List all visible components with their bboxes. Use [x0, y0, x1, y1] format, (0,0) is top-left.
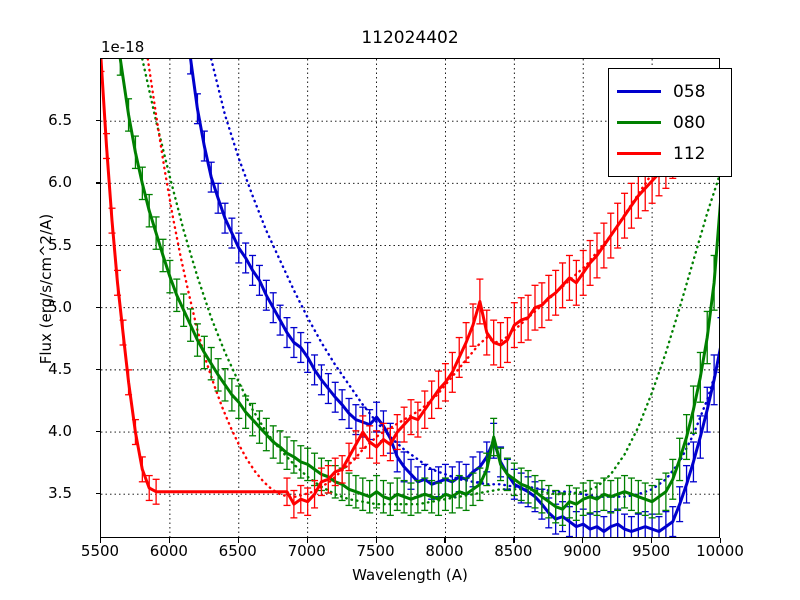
- x-tickmark: [100, 538, 102, 543]
- y-tickmark: [96, 368, 101, 371]
- legend-item: 112: [617, 138, 721, 169]
- chart-canvas: [101, 59, 719, 537]
- x-tickmark: [582, 538, 584, 543]
- y-tickmark: [96, 493, 101, 495]
- x-tickmark: [168, 538, 171, 543]
- legend-label: 112: [673, 143, 706, 164]
- x-tickmark: [720, 538, 722, 543]
- x-tick-label: 10000: [696, 542, 744, 560]
- x-tick-label: 7500: [356, 542, 395, 560]
- x-tick-label: 5500: [80, 542, 120, 560]
- errorbars-112: [101, 59, 677, 519]
- series-112-model: [146, 59, 679, 498]
- page-title: 112024402: [361, 28, 459, 48]
- x-tick-label: 6500: [218, 542, 257, 560]
- x-tickmark: [651, 538, 653, 543]
- legend-label: 058: [673, 81, 706, 102]
- y-tick-label: 5.0: [48, 297, 72, 316]
- legend-item: 080: [617, 107, 721, 138]
- legend-color-swatch: [617, 121, 661, 124]
- legend-color-swatch: [617, 90, 661, 93]
- series-112: [101, 59, 677, 519]
- x-tick-label: 7000: [287, 542, 326, 560]
- x-tick-label: 6000: [149, 542, 188, 560]
- y-tickmark: [96, 182, 101, 184]
- x-tick-label: 9000: [563, 542, 602, 560]
- y-tickmark: [96, 306, 101, 308]
- y-tick-label: 4.5: [48, 359, 72, 378]
- y-tickmark: [96, 244, 101, 246]
- y-tick-label: 5.5: [48, 235, 72, 254]
- y-tick-label: 4.0: [48, 422, 72, 441]
- x-axis-label: Wavelength (A): [352, 566, 468, 584]
- y-tick-label: 6.5: [48, 111, 72, 130]
- x-tickmark: [375, 538, 377, 543]
- legend-item: 058: [617, 76, 721, 107]
- y-axis-label: Flux (erg/s/cm^2/A): [37, 213, 55, 365]
- x-tickmark: [444, 538, 446, 543]
- x-tick-label: 8500: [494, 542, 533, 560]
- y-tickmark: [96, 431, 101, 433]
- x-tickmark: [237, 538, 239, 543]
- series-080-model: [141, 59, 719, 506]
- chart-legend: 058 080 112: [608, 68, 732, 177]
- legend-color-swatch: [617, 152, 661, 155]
- y-tick-label: 6.0: [48, 173, 72, 192]
- x-tickmark: [306, 538, 308, 543]
- y-tick-label: 3.5: [48, 484, 72, 503]
- y-axis-exponent-label: 1e-18: [101, 38, 145, 56]
- series-080: [116, 59, 719, 526]
- x-tick-label: 8000: [425, 542, 464, 560]
- legend-label: 080: [673, 112, 706, 133]
- y-tickmark: [96, 120, 101, 122]
- x-tick-label: 9500: [632, 542, 671, 560]
- x-tickmark: [513, 538, 515, 543]
